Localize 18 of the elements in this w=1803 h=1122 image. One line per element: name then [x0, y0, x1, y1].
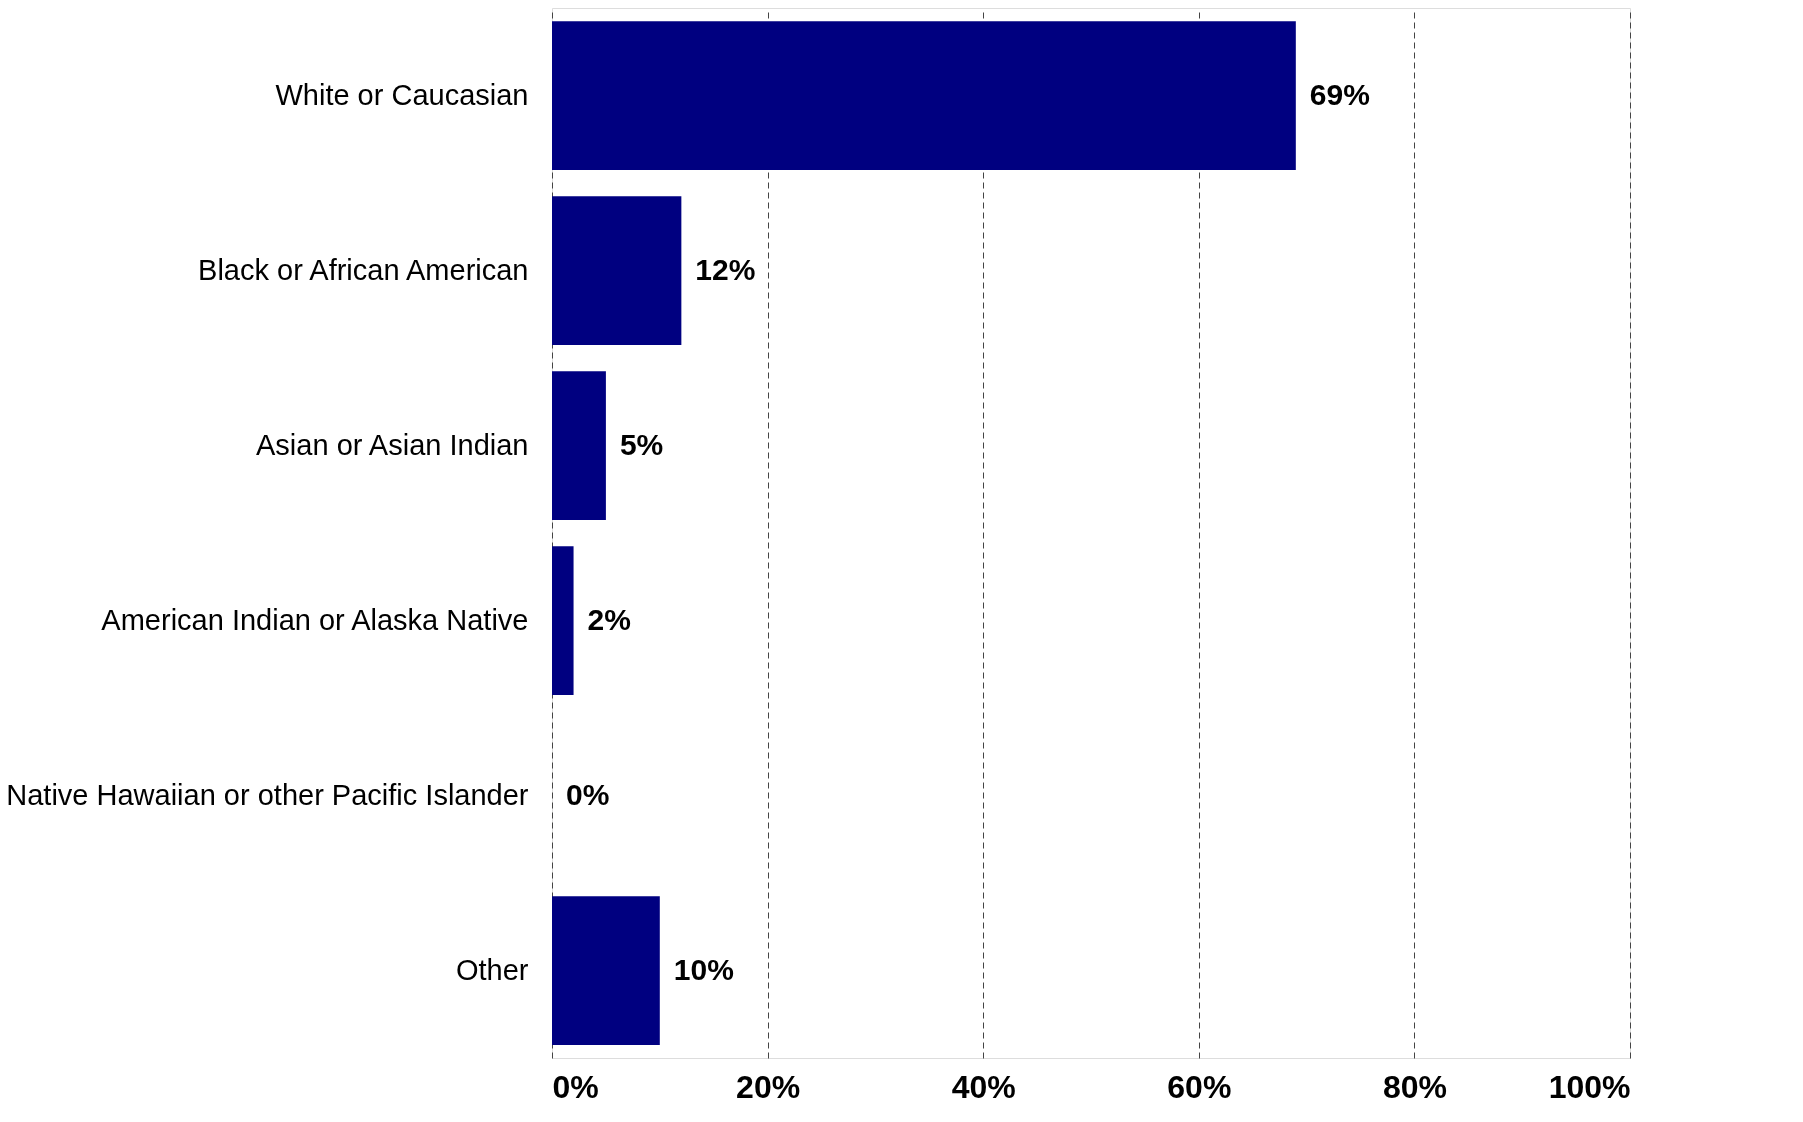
data-label: 12%: [695, 252, 756, 286]
data-label: 2%: [587, 602, 631, 636]
x-tick-label: 40%: [951, 1068, 1016, 1105]
y-tick-label: Black or African American: [198, 253, 529, 286]
y-tick-label: Native Hawaiian or other Pacific Islander: [6, 778, 529, 811]
y-tick-label: Other: [455, 953, 529, 986]
y-tick-label: American Indian or Alaska Native: [101, 603, 529, 636]
data-label: 5%: [619, 427, 664, 461]
x-tick-label: 60%: [1167, 1068, 1232, 1105]
y-tick-label: White or Caucasian: [275, 78, 529, 111]
data-label: 0%: [566, 777, 610, 811]
data-label: 69%: [1309, 77, 1370, 111]
x-tick-label: 100%: [1548, 1068, 1631, 1105]
x-tick-label: 20%: [736, 1068, 801, 1105]
data-label: 10%: [673, 952, 734, 986]
y-tick-label: Asian or Asian Indian: [256, 428, 529, 461]
x-tick-label: 0%: [552, 1068, 599, 1105]
x-tick-label: 80%: [1382, 1068, 1447, 1105]
